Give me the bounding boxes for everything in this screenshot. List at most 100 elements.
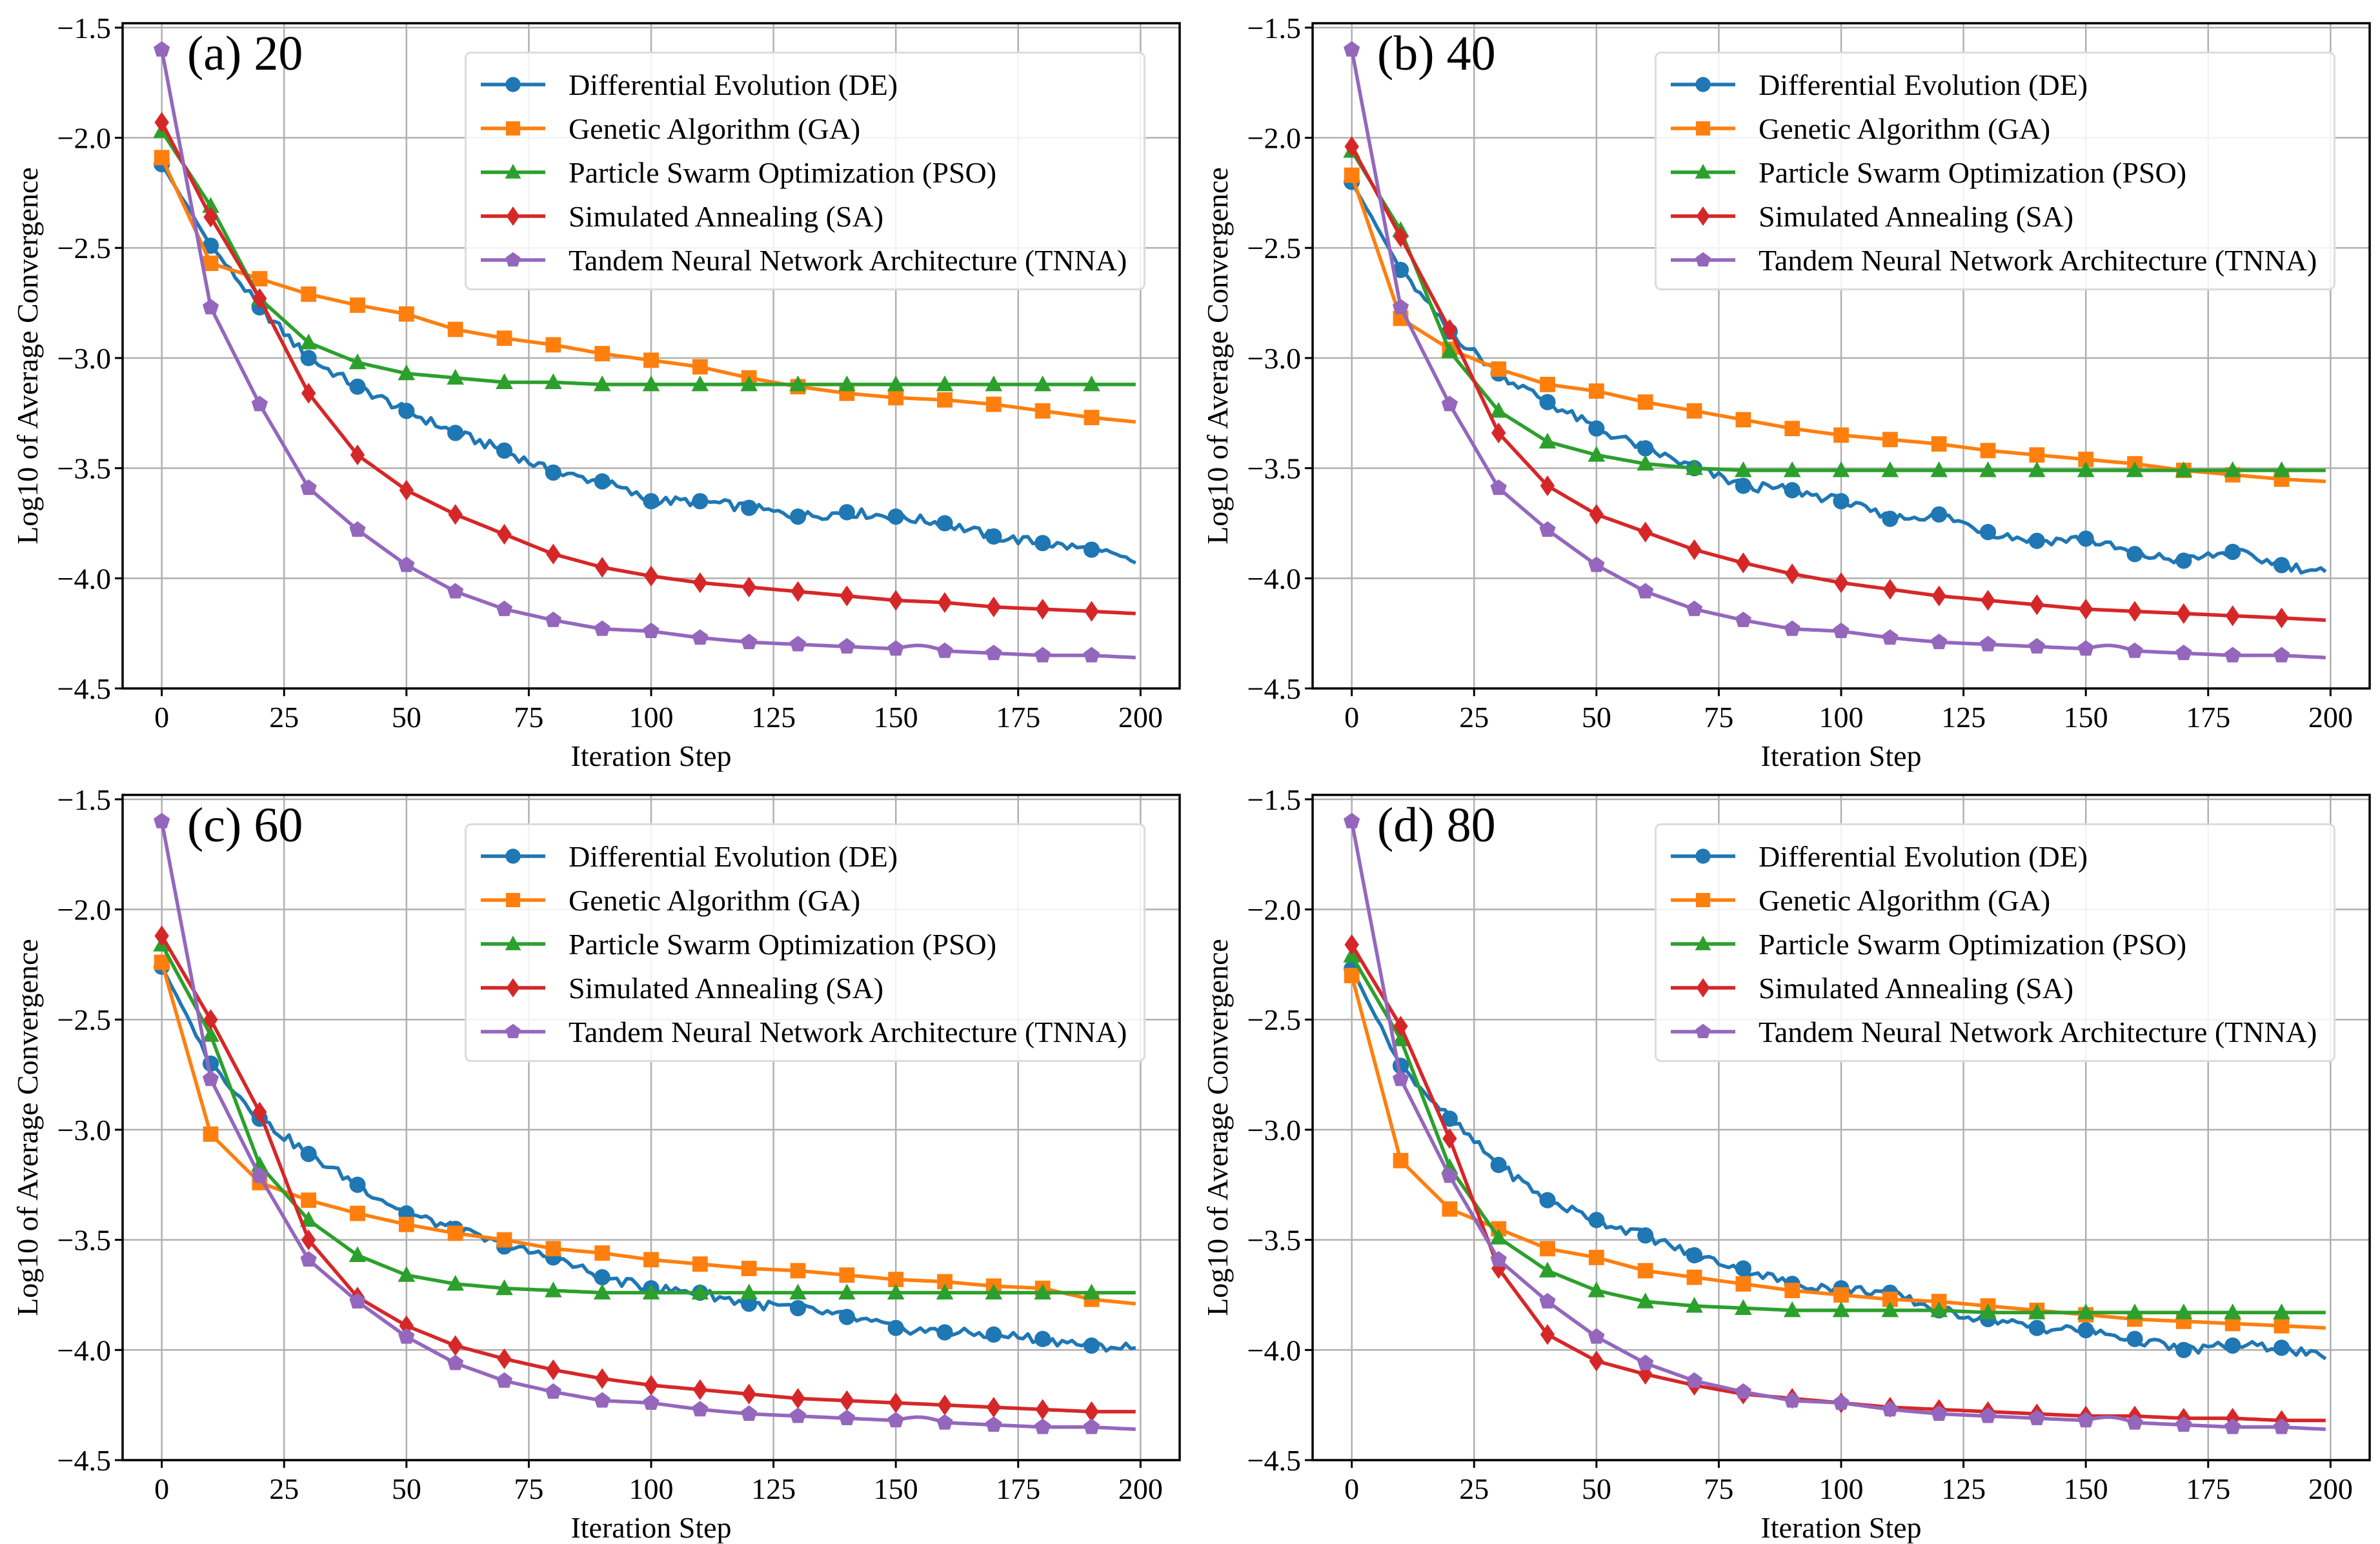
data-point-pso (2077, 1303, 2095, 1319)
data-point-de (349, 1176, 366, 1193)
data-point-de (2273, 557, 2290, 574)
data-point-ga (1442, 1201, 1458, 1217)
data-point-pso (2028, 1303, 2046, 1319)
data-point-tnna (692, 629, 709, 645)
data-point-pso (1881, 1301, 1899, 1318)
legend-entry-pso: Particle Swarm Optimization (PSO) (1671, 150, 2317, 194)
data-point-tnna (300, 479, 317, 496)
legend-marker-tnna (1695, 1023, 1711, 1038)
y-tick-label: −2.0 (57, 894, 111, 927)
data-point-sa (350, 445, 365, 466)
legend-label: Differential Evolution (DE) (569, 839, 898, 873)
data-point-de (692, 493, 709, 510)
data-point-sa (1491, 422, 1506, 444)
data-point-pso (1588, 1281, 1606, 1298)
data-point-ga (301, 286, 317, 302)
data-point-sa (2274, 607, 2289, 628)
data-point-sa (643, 1374, 659, 1396)
legend-marker-pso (1695, 936, 1711, 950)
data-point-ga (1084, 410, 1100, 425)
y-tick-label: −1.5 (57, 783, 111, 816)
data-point-tnna (1882, 1401, 1899, 1417)
panel-title: (c) 60 (187, 798, 303, 852)
x-tick-label: 0 (154, 701, 169, 734)
data-point-tnna (838, 637, 855, 654)
data-point-pso (2273, 461, 2290, 477)
data-point-ga (741, 1261, 757, 1276)
data-point-pso (348, 353, 367, 370)
data-point-tnna (496, 600, 513, 616)
x-tick-label: 75 (1704, 1472, 1733, 1505)
data-point-ga (350, 1205, 365, 1221)
data-point-ga (1735, 1276, 1751, 1292)
x-tick-label: 50 (1582, 701, 1611, 734)
legend-marker-sa (506, 978, 520, 998)
data-point-ga (1784, 421, 1800, 437)
legend-marker-de (1695, 848, 1711, 864)
series-sa (154, 112, 1136, 622)
data-point-pso (985, 375, 1003, 392)
data-point-tnna (545, 1383, 561, 1399)
y-tick-label: −2.0 (57, 122, 111, 155)
data-point-tnna (1637, 1354, 1654, 1370)
data-point-ga (790, 1263, 806, 1279)
data-point-sa (399, 479, 414, 501)
legend-marker-pso (505, 936, 521, 950)
legend-label: Simulated Annealing (SA) (569, 971, 884, 1005)
data-point-de (496, 442, 513, 459)
legend-label: Differential Evolution (DE) (1759, 839, 2088, 873)
data-point-ga (1882, 1291, 1898, 1307)
x-axis-label: Iteration Step (1760, 739, 1921, 772)
legend-label: Differential Evolution (DE) (569, 68, 898, 101)
data-point-sa (840, 1390, 854, 1411)
data-point-ga (252, 271, 268, 286)
y-tick-label: −4.0 (57, 1334, 111, 1367)
data-point-pso (936, 1283, 954, 1300)
data-point-de (789, 508, 807, 525)
data-point-sa (546, 1359, 561, 1381)
data-point-tnna (1344, 812, 1360, 828)
data-point-de (741, 499, 758, 516)
legend-label: Genetic Algorithm (GA) (569, 883, 861, 917)
y-tick-label: −4.5 (57, 1444, 111, 1477)
data-point-pso (2126, 1303, 2144, 1319)
data-point-pso (2224, 1303, 2241, 1319)
data-point-tnna (202, 1070, 219, 1087)
data-point-pso (299, 334, 318, 350)
data-point-tnna (1083, 647, 1100, 663)
legend-label: Differential Evolution (DE) (1759, 68, 2088, 101)
x-tick-label: 0 (1344, 1472, 1359, 1505)
legend-marker-de (505, 77, 521, 92)
data-point-de (447, 425, 464, 441)
x-tick-label: 125 (1941, 701, 1986, 734)
legend-entry-pso: Particle Swarm Optimization (PSO) (481, 922, 1127, 966)
legend-swatch (1671, 848, 1735, 864)
data-point-pso (1735, 461, 1752, 477)
panel-title: (b) 40 (1377, 26, 1496, 81)
data-point-ga (1588, 383, 1604, 399)
x-tick-label: 0 (154, 1472, 169, 1505)
data-point-pso (1489, 1228, 1508, 1245)
data-point-pso (838, 375, 856, 392)
data-point-de (594, 473, 610, 490)
legend-entry-sa: Simulated Annealing (SA) (1671, 966, 2317, 1010)
data-point-pso (447, 368, 464, 385)
legend-swatch (1671, 1023, 1735, 1038)
data-point-pso (887, 1283, 905, 1300)
legend-entry-ga: Genetic Algorithm (GA) (481, 878, 1127, 922)
y-tick-label: −2.5 (1247, 232, 1301, 265)
x-tick-label: 200 (2308, 701, 2353, 734)
data-point-tnna (741, 634, 758, 650)
data-point-pso (2224, 461, 2241, 477)
data-point-sa (1687, 539, 1702, 561)
data-point-tnna (1979, 636, 1997, 652)
data-point-de (2175, 1341, 2192, 1358)
data-point-ga (447, 1225, 463, 1241)
data-point-ga (2274, 1318, 2290, 1334)
chart-panel-4: 0 25 50 75 100 125 150 175 200 −4.5 −4.0 −3.5 −3.0 −2… (1190, 772, 2380, 1543)
data-point-pso (1392, 1030, 1409, 1047)
data-point-ga (350, 297, 365, 313)
data-point-sa (791, 1388, 805, 1409)
x-tick-label: 100 (629, 1472, 674, 1505)
legend-swatch (481, 206, 545, 226)
